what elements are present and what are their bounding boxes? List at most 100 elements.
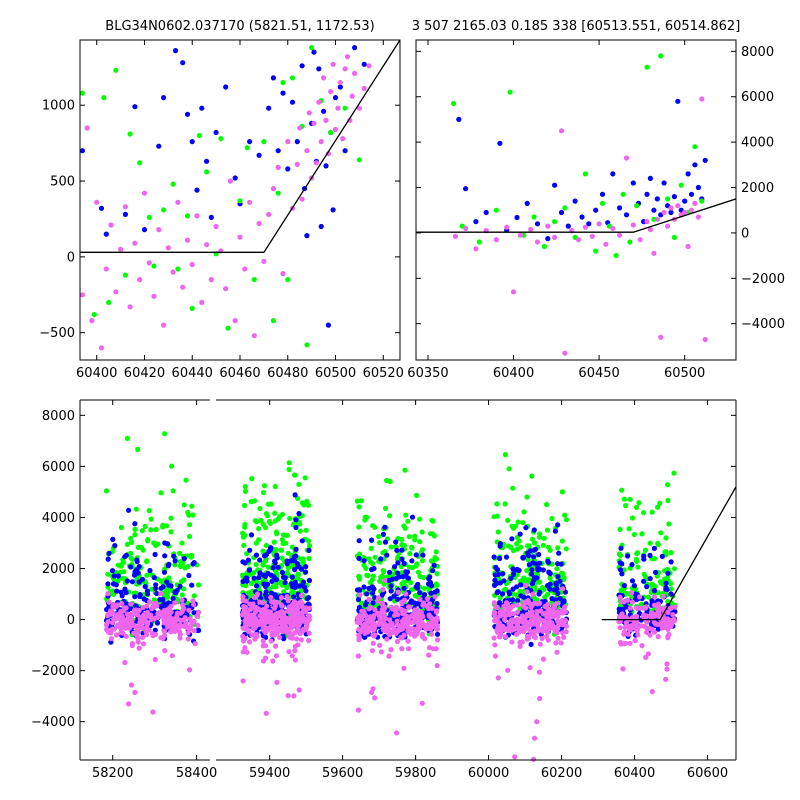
data-point: [240, 649, 246, 655]
data-point: [150, 709, 156, 715]
data-point: [512, 523, 519, 529]
data-point: [145, 537, 151, 543]
data-point: [531, 634, 538, 640]
data-point: [399, 599, 405, 605]
data-point: [389, 621, 395, 627]
data-point: [292, 608, 298, 614]
data-point: [532, 540, 538, 546]
data-point: [258, 517, 264, 524]
data-point: [534, 221, 541, 227]
data-point: [242, 488, 249, 494]
data-point: [514, 609, 521, 615]
data-point: [534, 719, 540, 725]
data-point: [563, 623, 570, 629]
data-point: [256, 152, 262, 158]
data-point: [655, 601, 662, 607]
data-point: [399, 635, 405, 641]
data-point: [429, 517, 435, 523]
data-point: [514, 631, 520, 637]
data-point: [144, 632, 150, 638]
data-point: [364, 591, 370, 597]
data-point: [79, 148, 85, 154]
data-point: [531, 527, 537, 533]
data-point: [119, 614, 125, 621]
data-point: [380, 587, 386, 593]
data-point: [494, 580, 500, 587]
data-point: [634, 203, 640, 209]
data-point: [671, 470, 677, 476]
data-point: [665, 497, 671, 504]
data-point: [139, 634, 146, 641]
data-point: [554, 649, 560, 655]
data-point: [204, 158, 210, 164]
data-point: [186, 512, 192, 518]
data-point: [170, 488, 176, 494]
data-point: [655, 626, 661, 632]
data-point: [419, 558, 426, 564]
data-point: [265, 648, 271, 654]
x-tick-label: 60480: [267, 366, 308, 381]
data-point: [191, 628, 197, 634]
data-point: [430, 618, 436, 624]
data-point: [639, 531, 645, 537]
data-point: [279, 569, 285, 576]
data-point: [184, 237, 191, 243]
data-point: [586, 221, 592, 227]
data-point: [552, 219, 558, 225]
data-point: [105, 619, 111, 625]
data-point: [531, 214, 537, 220]
data-point: [316, 66, 322, 72]
x-tick-label: 58200: [92, 766, 133, 781]
data-point: [395, 560, 401, 566]
data-point: [323, 163, 329, 169]
data-point: [428, 631, 435, 637]
data-point: [167, 619, 173, 625]
data-point: [141, 190, 148, 196]
data-point: [668, 605, 674, 611]
data-point: [284, 532, 290, 539]
data-point: [668, 550, 674, 556]
data-point: [382, 524, 388, 530]
data-point: [663, 580, 669, 586]
data-point: [286, 466, 292, 473]
data-point: [132, 240, 138, 246]
data-point: [413, 584, 419, 590]
data-point: [531, 756, 537, 762]
y-tick-label: 2000: [741, 181, 774, 196]
data-point: [161, 322, 167, 328]
data-point: [368, 545, 374, 552]
data-point: [279, 603, 285, 609]
data-point: [103, 488, 110, 494]
data-point: [109, 568, 116, 574]
x-tick-label: 60450: [578, 366, 619, 381]
data-point: [109, 620, 116, 626]
data-point: [655, 542, 661, 548]
data-point: [534, 608, 540, 615]
data-point: [520, 520, 526, 526]
data-point: [544, 501, 550, 508]
data-point: [260, 638, 266, 644]
data-point: [184, 624, 190, 631]
data-point: [162, 648, 168, 654]
data-point: [248, 532, 255, 538]
data-point: [260, 658, 267, 664]
data-point: [132, 521, 138, 527]
data-point: [287, 616, 293, 622]
data-point: [282, 579, 288, 586]
data-point: [378, 556, 384, 562]
data-point: [118, 569, 124, 575]
data-point: [189, 503, 195, 509]
data-point: [521, 603, 527, 609]
y-tick-label: 0: [67, 250, 75, 265]
data-point: [406, 646, 412, 652]
data-point: [306, 630, 312, 636]
data-point: [635, 564, 641, 570]
data-point: [399, 542, 405, 548]
data-point: [631, 583, 638, 589]
x-tick-label: 60400: [76, 366, 117, 381]
data-point: [379, 573, 385, 579]
data-point: [536, 534, 543, 540]
data-point: [306, 613, 312, 619]
data-point: [394, 547, 400, 553]
data-point: [356, 634, 362, 640]
